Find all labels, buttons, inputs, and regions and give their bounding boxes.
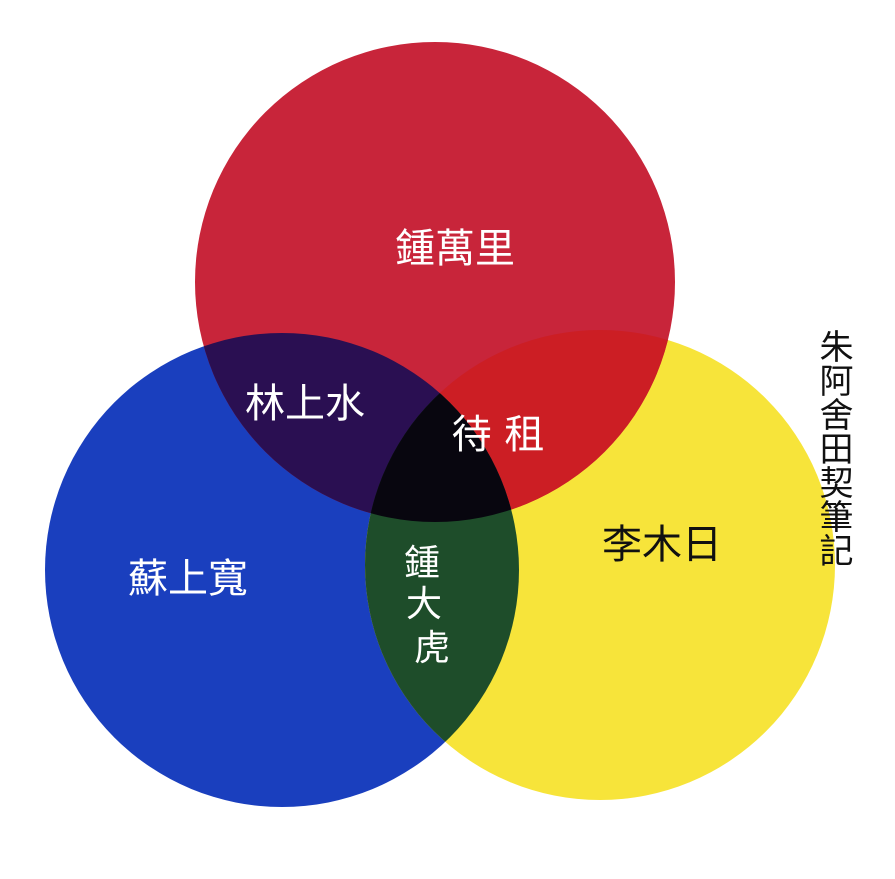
center-label: 待 租 — [452, 412, 545, 458]
red-blue-overlap-label: 林上水 — [245, 381, 365, 427]
red-circle-label: 鍾萬里 — [395, 226, 515, 272]
yellow-circle-label: 李木日 — [602, 522, 722, 568]
blue-yellow-overlap-label-1: 鍾 — [404, 543, 440, 584]
blue-yellow-overlap-label-2: 大 — [406, 584, 442, 625]
side-title: 朱阿舍田契筆記 — [813, 329, 853, 567]
center-overlap — [365, 333, 519, 522]
blue-yellow-overlap-label-3: 虎 — [414, 628, 450, 669]
blue-circle-label: 蘇上寬 — [128, 556, 248, 602]
